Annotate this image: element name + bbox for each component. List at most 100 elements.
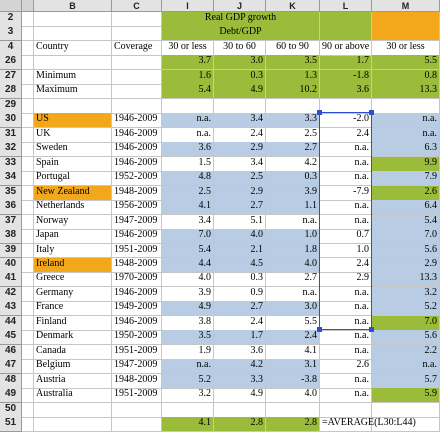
cell-m45[interactable]: 5.6	[372, 330, 440, 346]
cell-k35[interactable]: 3.9	[266, 185, 320, 201]
cell-m44[interactable]: 7.0	[372, 315, 440, 331]
cell-b44[interactable]: Finland	[34, 315, 112, 331]
cell-l27[interactable]: -1.8	[320, 69, 372, 85]
cell-m38[interactable]: 7.0	[372, 229, 440, 245]
column-header-c[interactable]: C	[112, 0, 162, 12]
cell-c3[interactable]	[112, 26, 162, 42]
cell-k48[interactable]: -3.8	[266, 373, 320, 389]
column-header-j[interactable]: J	[214, 0, 266, 12]
cell-b36[interactable]: Netherlands	[34, 200, 112, 216]
cell-j4[interactable]: 30 to 60	[214, 40, 266, 56]
cell-c33[interactable]: 1946-2009	[112, 156, 162, 172]
cell-k31[interactable]: 2.5	[266, 127, 320, 143]
cell-l37[interactable]: n.a.	[320, 214, 372, 230]
cell-j42[interactable]: 0.9	[214, 286, 266, 302]
cell-j43[interactable]: 2.7	[214, 301, 266, 317]
cell-j36[interactable]: 2.7	[214, 200, 266, 216]
cell-j29[interactable]	[214, 98, 266, 114]
cell-c34[interactable]: 1952-2009	[112, 171, 162, 187]
cell-b35[interactable]: New Zealand	[34, 185, 112, 201]
cell-m35[interactable]: 2.6	[372, 185, 440, 201]
cell-l41[interactable]: 2.9	[320, 272, 372, 288]
cell-b28[interactable]: Maximum	[34, 84, 112, 100]
cell-c44[interactable]: 1946-2009	[112, 315, 162, 331]
cell-b26[interactable]	[34, 55, 112, 71]
cell-i49[interactable]: 3.2	[162, 388, 214, 404]
cell-i45[interactable]: 3.5	[162, 330, 214, 346]
cell-m39[interactable]: 5.6	[372, 243, 440, 259]
cell-m48[interactable]: 5.7	[372, 373, 440, 389]
cell-i41[interactable]: 4.0	[162, 272, 214, 288]
cell-m43[interactable]: 5.2	[372, 301, 440, 317]
cell-b32[interactable]: Sweden	[34, 142, 112, 158]
cell-m33[interactable]: 9.9	[372, 156, 440, 172]
cell-k38[interactable]: 1.0	[266, 229, 320, 245]
cell-k26[interactable]: 3.5	[266, 55, 320, 71]
cell-m41[interactable]: 13.3	[372, 272, 440, 288]
range-resize-handle[interactable]	[317, 110, 322, 116]
cell-b45[interactable]: Denmark	[34, 330, 112, 346]
cell-j40[interactable]: 4.5	[214, 257, 266, 273]
cell-i48[interactable]: 5.2	[162, 373, 214, 389]
cell-j28[interactable]: 4.9	[214, 84, 266, 100]
column-header-k[interactable]: K	[266, 0, 320, 12]
cell-i34[interactable]: 4.8	[162, 171, 214, 187]
cell-m32[interactable]: 6.3	[372, 142, 440, 158]
cell-c47[interactable]: 1947-2009	[112, 359, 162, 375]
cell-c50[interactable]	[112, 402, 162, 418]
cell-i33[interactable]: 1.5	[162, 156, 214, 172]
cell-l29[interactable]	[320, 98, 372, 114]
cell-k47[interactable]: 3.1	[266, 359, 320, 375]
cell-k41[interactable]: 2.7	[266, 272, 320, 288]
cell-k46[interactable]: 4.1	[266, 344, 320, 360]
row-header-48[interactable]: 48	[0, 373, 22, 389]
cell-j45[interactable]: 1.7	[214, 330, 266, 346]
cell-j38[interactable]: 4.0	[214, 229, 266, 245]
row-header-39[interactable]: 39	[0, 243, 22, 259]
row-header-46[interactable]: 46	[0, 344, 22, 360]
cell-k29[interactable]	[266, 98, 320, 114]
cell-c29[interactable]	[112, 98, 162, 114]
cell-l47[interactable]: 2.6	[320, 359, 372, 375]
cell-j46[interactable]: 3.6	[214, 344, 266, 360]
cell-m29[interactable]	[372, 98, 440, 114]
cell-m49[interactable]: 5.9	[372, 388, 440, 404]
cell-k37[interactable]: n.a.	[266, 214, 320, 230]
cell-i44[interactable]: 3.8	[162, 315, 214, 331]
cell-c40[interactable]: 1948-2009	[112, 257, 162, 273]
cell-i46[interactable]: 1.9	[162, 344, 214, 360]
cell-b38[interactable]: Japan	[34, 229, 112, 245]
cell-l34[interactable]: n.a.	[320, 171, 372, 187]
cell-l44[interactable]: n.a.	[320, 315, 372, 331]
select-all-corner[interactable]	[0, 0, 22, 12]
row-header-34[interactable]: 34	[0, 171, 22, 187]
row-header-27[interactable]: 27	[0, 69, 22, 85]
cell-l26[interactable]: 1.7	[320, 55, 372, 71]
cell-l4[interactable]: 90 or above	[320, 40, 372, 56]
range-resize-handle[interactable]	[369, 110, 374, 116]
cell-b46[interactable]: Canada	[34, 344, 112, 360]
cell-k33[interactable]: 4.2	[266, 156, 320, 172]
cell-m46[interactable]: 2.2	[372, 344, 440, 360]
cell-j47[interactable]: 4.2	[214, 359, 266, 375]
cell-i35[interactable]: 2.5	[162, 185, 214, 201]
cell-b43[interactable]: France	[34, 301, 112, 317]
cell-i36[interactable]: 4.1	[162, 200, 214, 216]
cell-c27[interactable]	[112, 69, 162, 85]
cell-m28[interactable]: 13.3	[372, 84, 440, 100]
row-header-41[interactable]: 41	[0, 272, 22, 288]
cell-m3[interactable]	[372, 26, 440, 42]
cell-m50[interactable]	[372, 402, 440, 418]
cell-m47[interactable]: n.a.	[372, 359, 440, 375]
cell-l31[interactable]: 2.4	[320, 127, 372, 143]
cell-c36[interactable]: 1956-2009	[112, 200, 162, 216]
row-header-30[interactable]: 30	[0, 113, 22, 129]
cell-b48[interactable]: Austria	[34, 373, 112, 389]
cell-j35[interactable]: 2.9	[214, 185, 266, 201]
cell-b33[interactable]: Spain	[34, 156, 112, 172]
cell-j41[interactable]: 0.3	[214, 272, 266, 288]
row-header-50[interactable]: 50	[0, 402, 22, 418]
cell-c37[interactable]: 1947-2009	[112, 214, 162, 230]
cell-l42[interactable]: n.a.	[320, 286, 372, 302]
